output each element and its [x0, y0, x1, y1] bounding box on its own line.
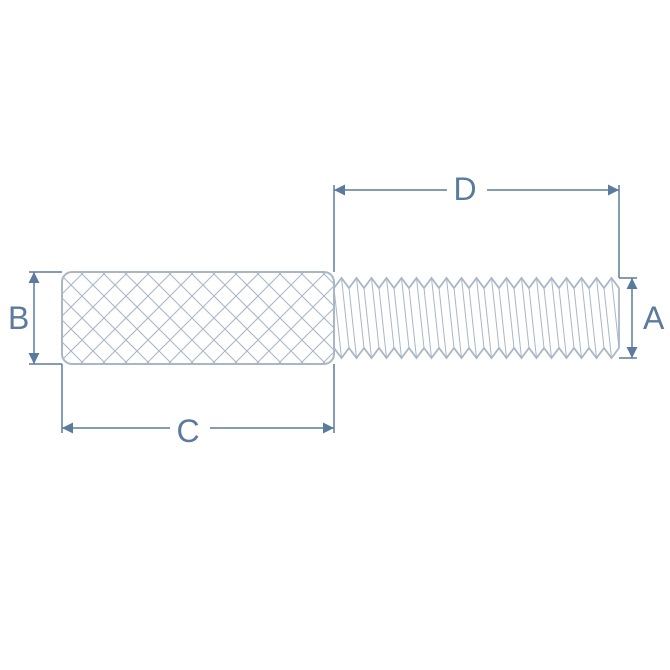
dim-label-a: A — [643, 300, 665, 336]
dim-label-b: B — [8, 300, 29, 336]
dim-label-d: D — [453, 171, 476, 207]
technical-diagram: B A C D — [0, 0, 670, 670]
dim-label-c: C — [176, 413, 199, 449]
